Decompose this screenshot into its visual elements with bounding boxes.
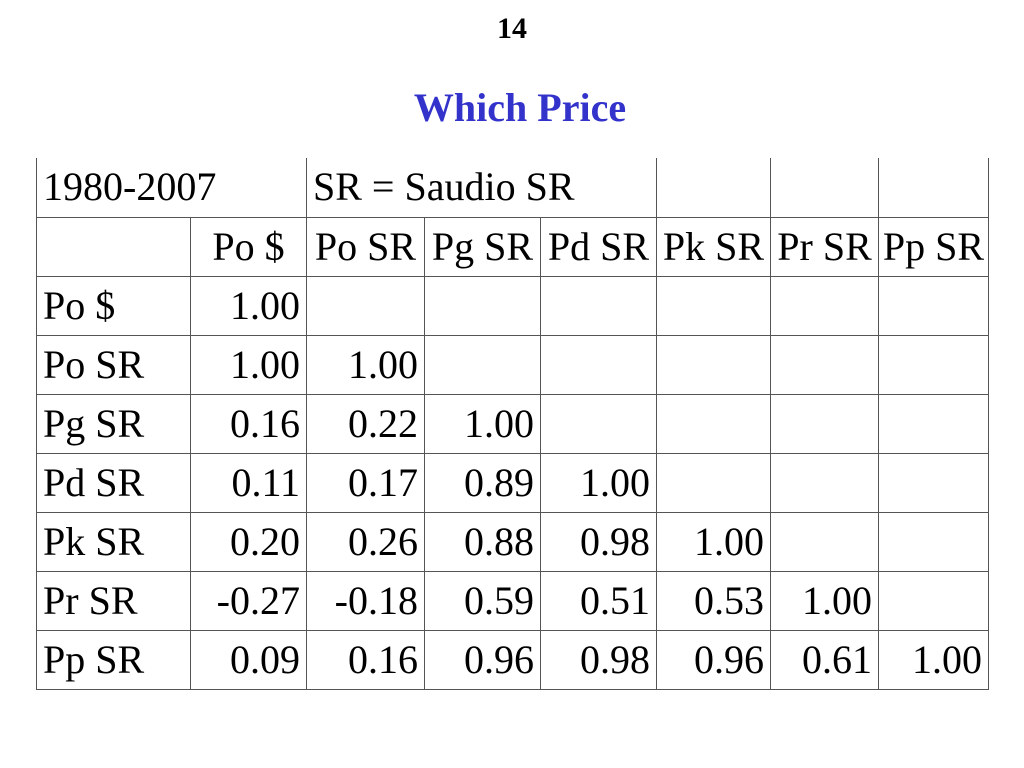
empty-cell xyxy=(656,334,771,395)
empty-cell xyxy=(770,511,879,572)
value-cell: 1.00 xyxy=(306,334,425,395)
value-cell: 0.88 xyxy=(424,511,541,572)
empty-cell xyxy=(878,158,989,218)
top-cell: SR = Saudio SR xyxy=(306,158,657,218)
value-cell: 0.16 xyxy=(190,393,307,454)
value-cell: 0.53 xyxy=(656,570,771,631)
value-cell: 1.00 xyxy=(190,275,307,336)
top-cell: 1980-2007 xyxy=(36,158,307,218)
page-number: 14 xyxy=(497,12,527,45)
empty-cell xyxy=(656,158,771,218)
empty-cell xyxy=(770,334,879,395)
value-cell: 0.20 xyxy=(190,511,307,572)
row-label: Pg SR xyxy=(36,393,191,454)
empty-cell xyxy=(540,334,657,395)
empty-cell xyxy=(540,275,657,336)
empty-cell xyxy=(878,393,989,454)
value-cell: 0.96 xyxy=(656,629,771,690)
empty-cell xyxy=(770,452,879,513)
column-header: Po $ xyxy=(190,216,307,277)
value-cell: 1.00 xyxy=(656,511,771,572)
column-header: Pk SR xyxy=(656,216,771,277)
value-cell: 0.61 xyxy=(770,629,879,690)
value-cell: 0.11 xyxy=(190,452,307,513)
value-cell: 0.98 xyxy=(540,511,657,572)
value-cell: -0.18 xyxy=(306,570,425,631)
table-row: 1980-2007 SR = Saudio SR xyxy=(36,158,989,218)
empty-cell xyxy=(878,275,989,336)
table-row: Po $1.00 xyxy=(36,275,989,336)
empty-cell xyxy=(878,452,989,513)
value-cell: 0.22 xyxy=(306,393,425,454)
table-row: Po $ Po SR Pg SR Pd SR Pk SR Pr SR Pp SR xyxy=(36,216,989,277)
empty-cell xyxy=(770,275,879,336)
table-row: Pd SR 0.11 0.17 0.89 1.00 xyxy=(36,452,989,513)
table-row: Po SR 1.00 1.00 xyxy=(36,334,989,395)
empty-cell xyxy=(878,334,989,395)
value-cell: 0.17 xyxy=(306,452,425,513)
table-row: Pg SR 0.16 0.22 1.00 xyxy=(36,393,989,454)
empty-cell xyxy=(878,570,989,631)
value-cell: 0.89 xyxy=(424,452,541,513)
empty-cell xyxy=(540,393,657,454)
value-cell: 0.96 xyxy=(424,629,541,690)
row-label: Po $ xyxy=(36,275,191,336)
value-cell: 1.00 xyxy=(540,452,657,513)
row-label: Pd SR xyxy=(36,452,191,513)
empty-cell xyxy=(656,452,771,513)
column-header: Pd SR xyxy=(540,216,657,277)
column-header: Pg SR xyxy=(424,216,541,277)
table-row: Pk SR 0.20 0.26 0.88 0.98 1.00 xyxy=(36,511,989,572)
column-header: Po SR xyxy=(306,216,425,277)
empty-cell xyxy=(878,511,989,572)
empty-cell xyxy=(424,275,541,336)
empty-cell xyxy=(770,158,879,218)
row-label: Pk SR xyxy=(36,511,191,572)
empty-cell xyxy=(36,216,191,277)
slide-title: Which Price xyxy=(413,85,627,130)
column-header: Pr SR xyxy=(770,216,879,277)
value-cell: 1.00 xyxy=(878,629,989,690)
empty-cell xyxy=(656,393,771,454)
row-label: Pr SR xyxy=(36,570,191,631)
value-cell: 0.98 xyxy=(540,629,657,690)
row-label: Po SR xyxy=(36,334,191,395)
value-cell: 0.51 xyxy=(540,570,657,631)
empty-cell xyxy=(770,393,879,454)
empty-cell xyxy=(306,275,425,336)
value-cell: 1.00 xyxy=(424,393,541,454)
correlation-table: 1980-2007 SR = Saudio SR Po $ Po SR Pg SR Pd … xyxy=(36,158,989,690)
value-cell: 1.00 xyxy=(770,570,879,631)
value-cell: 0.09 xyxy=(190,629,307,690)
value-cell: -0.27 xyxy=(190,570,307,631)
table-row: Pp SR 0.09 0.16 0.96 0.98 0.96 0.61 1.00 xyxy=(36,629,989,690)
table-row: Pr SR -0.27 -0.18 0.59 0.51 0.53 1.00 xyxy=(36,570,989,631)
row-label: Pp SR xyxy=(36,629,191,690)
empty-cell xyxy=(424,334,541,395)
empty-cell xyxy=(656,275,771,336)
column-header: Pp SR xyxy=(878,216,989,277)
value-cell: 1.00 xyxy=(190,334,307,395)
value-cell: 0.16 xyxy=(306,629,425,690)
value-cell: 0.59 xyxy=(424,570,541,631)
value-cell: 0.26 xyxy=(306,511,425,572)
